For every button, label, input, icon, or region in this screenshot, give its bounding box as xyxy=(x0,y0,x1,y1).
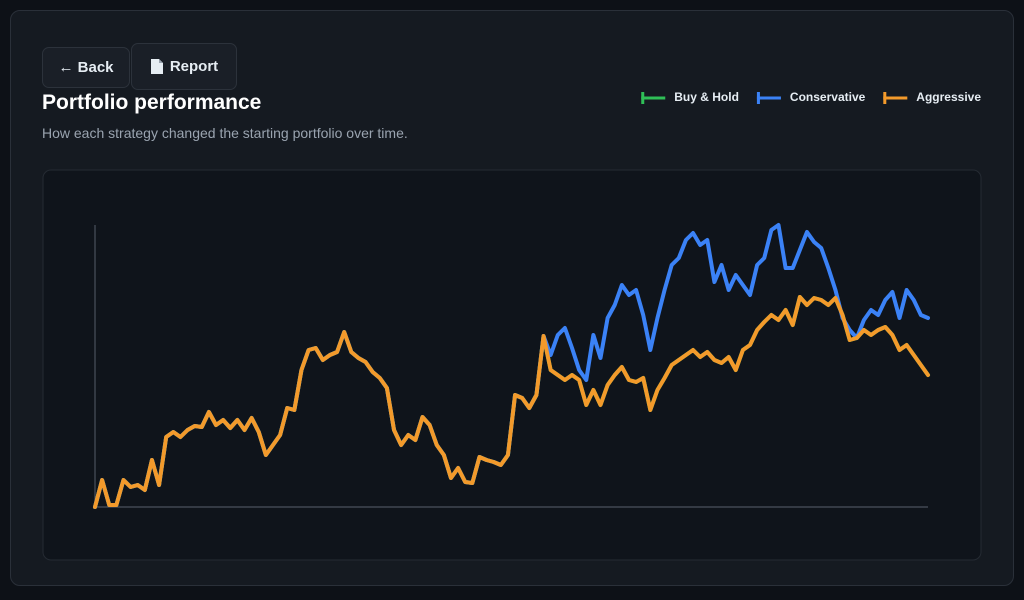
report-label: Report xyxy=(169,58,219,75)
report-icon xyxy=(150,59,163,74)
chart-title: Portfolio performance xyxy=(42,91,262,114)
report-button[interactable]: Report xyxy=(131,43,237,90)
back-label: ← Back xyxy=(58,59,114,76)
chart-subtitle: How each strategy changed the starting p… xyxy=(42,125,408,141)
back-button[interactable]: ← Back xyxy=(42,47,130,88)
